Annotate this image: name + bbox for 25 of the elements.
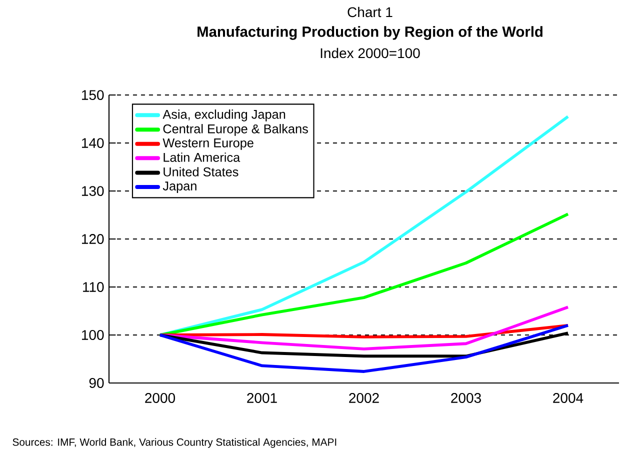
y-tick-label: 140 (82, 138, 104, 148)
legend-label: Latin America (164, 152, 240, 162)
legend-label: Japan (162, 182, 196, 193)
y-tick-label: 130 (82, 186, 104, 196)
caption: Chart 1 (348, 6, 392, 18)
source-note: Sources: IMF, World Bank, Various Country Statistical Agencies, MAPI (12, 438, 336, 448)
chart-subtitle: Index 2000=100 (320, 48, 420, 58)
x-tick-label: 2000 (145, 393, 176, 403)
x-tick-label: 2002 (349, 393, 379, 403)
y-tick-label: 100 (82, 330, 104, 340)
y-tick-label: 110 (83, 282, 104, 292)
legend-label: Asia, excluding Japan (162, 110, 286, 122)
line-series (158, 324, 570, 373)
x-tick-label: 2001 (247, 393, 277, 403)
line-series (158, 306, 570, 350)
y-tick-label: 150 (82, 90, 104, 100)
x-tick-label: 2003 (451, 393, 481, 403)
legend-label: Central Europe & Balkans (163, 124, 308, 136)
y-tick-label: 90 (89, 378, 104, 388)
x-tick-label: 2004 (553, 393, 584, 403)
legend-label: Western Europe (162, 138, 254, 150)
chart-title: Manufacturing Production by Region of the World (198, 26, 542, 40)
line-series (158, 212, 570, 336)
legend-label: United States (164, 167, 238, 176)
y-tick-label: 120 (82, 234, 104, 244)
